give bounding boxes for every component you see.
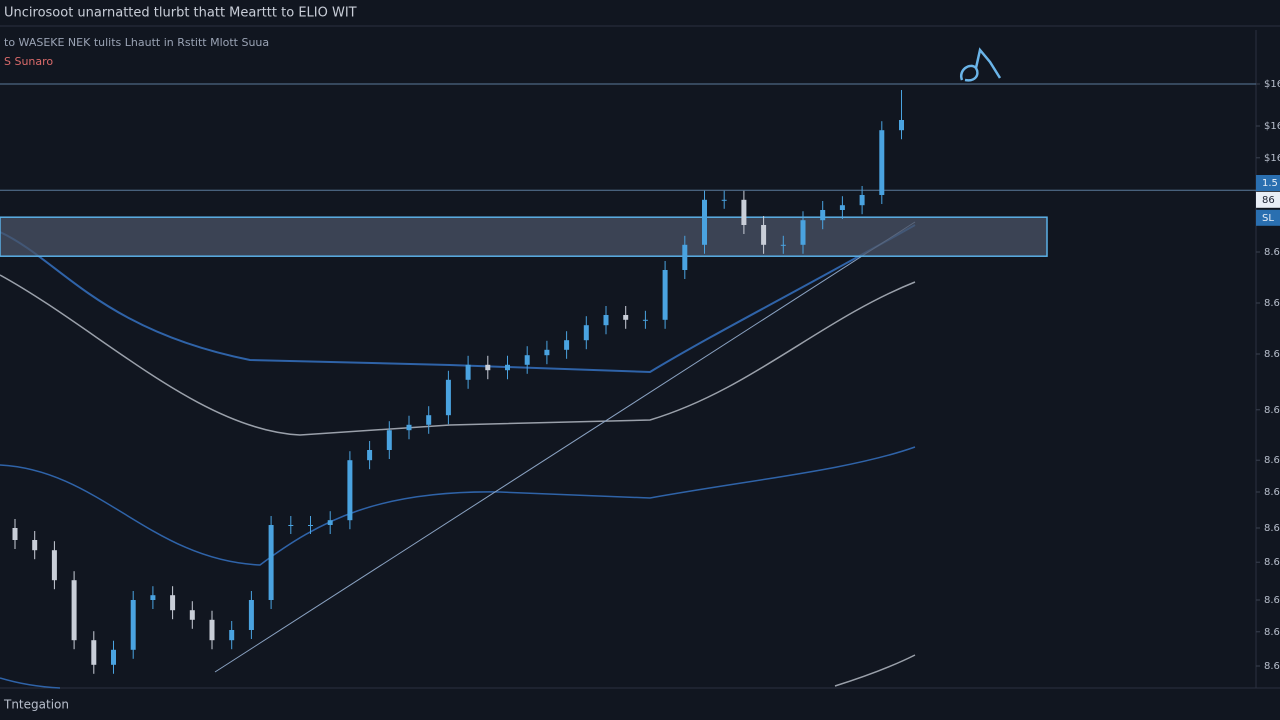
candle-body [347, 460, 353, 521]
candle-body [268, 525, 274, 600]
price-tag [1256, 209, 1280, 226]
y-tick-label: $16 [1264, 153, 1280, 164]
candle-body [426, 415, 432, 425]
candle-body [564, 340, 570, 350]
candle-body [386, 430, 392, 450]
candle-body [583, 325, 589, 341]
y-tick-label: 8.6 [1264, 298, 1280, 309]
candle-body [189, 610, 195, 620]
candle-body [406, 424, 412, 431]
y-tick-label: 8.6 [1264, 661, 1280, 672]
price-tag [1256, 191, 1280, 208]
candle-body [12, 528, 18, 540]
candle-body [702, 199, 707, 245]
y-tick-label: 8.6 [1264, 349, 1280, 360]
header-status: S Sunaro [4, 55, 53, 68]
candle-body [71, 580, 77, 641]
header-title: Uncirosoot unarnatted tlurbt thatt Meart… [4, 6, 357, 21]
candle-body [682, 244, 688, 270]
candle-body [51, 550, 57, 581]
candle-body [544, 349, 550, 356]
candle-body [229, 630, 235, 641]
price-tag-label: SL [1262, 213, 1274, 224]
y-tick-label: 8.6 [1264, 627, 1280, 638]
y-tick-label: $16 [1264, 121, 1280, 132]
candle-body [445, 379, 451, 416]
candle-body [899, 120, 904, 131]
header-subtitle: to WASEKE NEK tulits Lhautt in Rstitt Ml… [4, 36, 269, 49]
candle-body [485, 364, 491, 371]
candle-body [741, 199, 747, 225]
candle-body [524, 355, 530, 365]
price-tag-label: 86 [1262, 195, 1275, 206]
candle-body [780, 244, 786, 246]
price-tag [1256, 175, 1280, 191]
candle-body [721, 199, 727, 201]
candle-body [879, 130, 885, 195]
moving-average [0, 677, 61, 689]
moving-average [0, 274, 916, 436]
candle-body [367, 450, 373, 461]
candle-body [130, 600, 136, 650]
candle-body [623, 315, 629, 320]
trend-line [214, 221, 916, 673]
y-tick-label: 8.6 [1264, 455, 1280, 466]
candle-body [209, 619, 215, 641]
moving-average [0, 446, 916, 566]
candle-body [642, 319, 648, 321]
price-tag-label: 1.5 [1262, 178, 1278, 189]
candle-body [603, 315, 609, 326]
candle-body [800, 220, 806, 245]
y-tick-label: 8.6 [1264, 487, 1280, 498]
cursor-icon [959, 47, 1002, 82]
candle-body [465, 364, 471, 380]
candle-body [505, 364, 510, 371]
candle-body [150, 595, 156, 600]
footer-label: Tntegation [3, 698, 69, 712]
candle-body [248, 600, 254, 630]
candle-body [91, 640, 97, 665]
candle-body [820, 210, 826, 221]
candle-body [839, 205, 845, 210]
candle-body [288, 525, 294, 526]
y-tick-label: 8.6 [1264, 405, 1280, 416]
y-tick-label: 8.6 [1264, 247, 1280, 258]
y-tick-label: 8.6 [1264, 595, 1280, 606]
y-tick-label: 8.6 [1264, 523, 1280, 534]
candle-body [662, 270, 668, 320]
candle-body [111, 649, 116, 665]
candle-body [32, 540, 38, 551]
price-zone [0, 216, 1048, 257]
y-tick-label: $16 [1264, 79, 1280, 90]
moving-average [0, 224, 916, 374]
moving-average [834, 654, 916, 687]
candle-body [761, 225, 767, 245]
y-tick-label: 8.6 [1264, 557, 1280, 568]
candle-body [170, 595, 176, 611]
candle-body [327, 520, 333, 525]
candle-body [859, 195, 865, 206]
candle-body [308, 525, 313, 526]
